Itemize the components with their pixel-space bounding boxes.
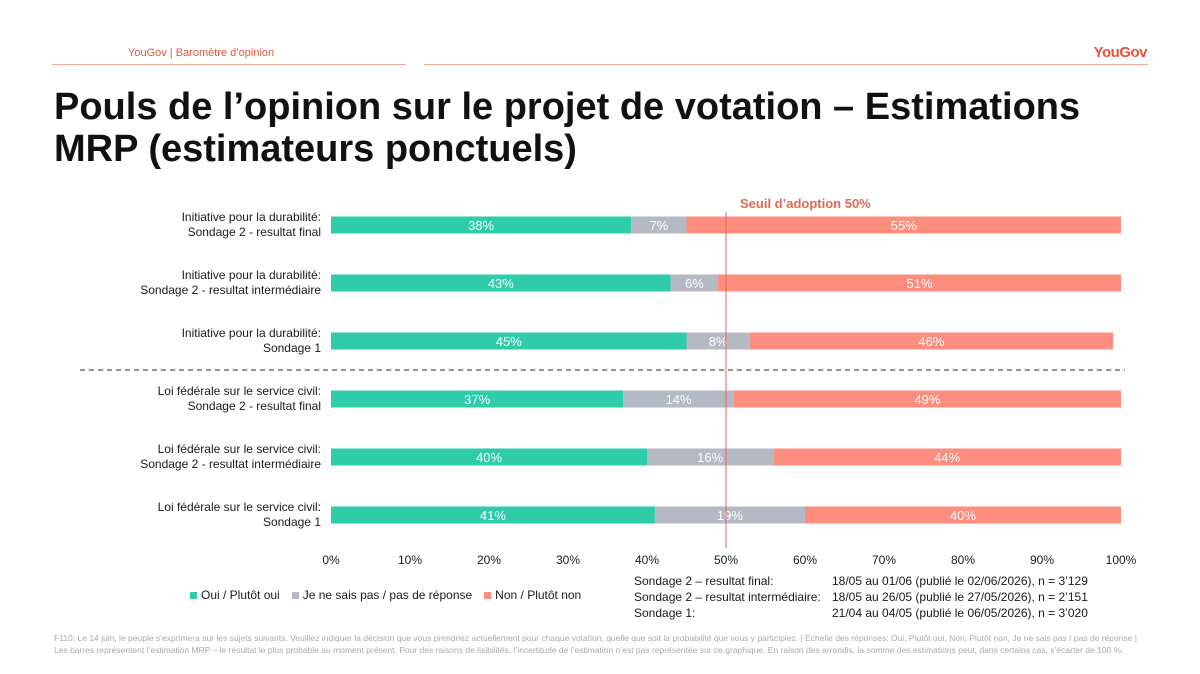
page-title: Pouls de l’opinion sur le projet de vota… — [54, 86, 1081, 170]
bar-segment-non — [686, 216, 1121, 234]
bar-segment-oui — [331, 506, 655, 524]
row-label: Initiative pour la durabilité: Sondage 1 — [21, 326, 321, 356]
row-label-line: Loi fédérale sur le service civil: — [157, 500, 321, 514]
bar-data-label: 46% — [918, 334, 944, 349]
x-tick-label: 90% — [1030, 553, 1054, 567]
x-tick-label: 40% — [635, 553, 659, 567]
bar-data-label: 51% — [907, 276, 933, 291]
bar-data-label: 6% — [685, 276, 704, 291]
x-tick-label: 50% — [714, 553, 738, 567]
bar-segment-nsp — [654, 506, 805, 524]
row-label-line: Loi fédérale sur le service civil: — [157, 384, 321, 398]
header-divider-left — [52, 64, 406, 65]
survey-note-row: Sondage 2 – resultat final: 18/05 au 01/… — [634, 573, 1088, 589]
bar-data-label: 14% — [666, 392, 692, 407]
bar-segment-non — [718, 274, 1121, 292]
bar-data-label: 49% — [914, 392, 940, 407]
row-label-line: Sondage 1 — [262, 341, 321, 355]
bar-segment-oui — [331, 216, 632, 234]
survey-note-label: Sondage 1: — [634, 606, 696, 620]
legend-item-nsp: Je ne sais pas / pas de réponse — [291, 588, 473, 602]
bar-segment-non — [733, 390, 1121, 408]
bar-data-label: 40% — [950, 508, 976, 523]
row-label-line: Sondage 2 - resultat final — [187, 399, 321, 413]
legend-item-non: Non / Plutôt non — [484, 588, 581, 602]
row-label-line: Sondage 2 - resultat intermédiaire — [140, 283, 321, 297]
row-label-line: Sondage 2 - resultat intermédiaire — [140, 457, 321, 471]
header-divider-right — [424, 64, 1148, 65]
bar-segment-non — [749, 332, 1114, 350]
x-tick-label: 30% — [556, 553, 580, 567]
bar-segment-nsp — [623, 390, 734, 408]
bar-segment-nsp — [686, 332, 750, 350]
x-tick-label: 80% — [951, 553, 975, 567]
bar-segment-oui — [331, 274, 671, 292]
survey-note-row: Sondage 1: 21/04 au 04/05 (publié le 06/… — [634, 605, 1088, 621]
bar-segment-oui — [331, 448, 647, 466]
row-label-line: Initiative pour la durabilité: — [181, 268, 321, 282]
threshold-label: Seuil d’adoption 50% — [740, 196, 871, 211]
row-label: Loi fédérale sur le service civil: Sondag… — [21, 384, 321, 414]
legend-item-oui: Oui / Plutôt oui — [190, 588, 280, 602]
legend: Oui / Plutôt oui Je ne sais pas / pas de… — [190, 588, 581, 602]
x-tick-label: 10% — [398, 553, 422, 567]
footnote: F110: Le 14 juin, le peuple s’exprimera … — [54, 633, 1137, 655]
bar-data-label: 16% — [697, 450, 723, 465]
bar-segment-oui — [331, 332, 687, 350]
survey-note-label: Sondage 2 – resultat final: — [634, 574, 774, 588]
survey-notes: Sondage 2 – resultat final: 18/05 au 01/… — [634, 573, 1088, 621]
x-tick-label: 60% — [793, 553, 817, 567]
bar-segment-non — [773, 448, 1121, 466]
row-label-line: Loi fédérale sur le service civil: — [157, 442, 321, 456]
x-tick-label: 20% — [477, 553, 501, 567]
survey-note-value: 18/05 au 01/06 (publié le 02/06/2026), n… — [832, 574, 1088, 588]
x-tick-label: 70% — [872, 553, 896, 567]
bar-data-label: 45% — [496, 334, 522, 349]
header-brand-text: YouGov | Baromètre d’opinion — [128, 47, 275, 59]
survey-note-value: 18/05 au 26/05 (publié le 27/05/2026), n… — [832, 590, 1088, 604]
legend-label-nsp: Je ne sais pas / pas de réponse — [302, 588, 473, 602]
bar-data-label: 55% — [891, 218, 917, 233]
legend-label-oui: Oui / Plutôt oui — [201, 588, 280, 602]
bar-data-label: 38% — [468, 218, 494, 233]
row-label: Loi fédérale sur le service civil: Sondag… — [21, 442, 321, 472]
row-label: Loi fédérale sur le service civil: Sondag… — [21, 500, 321, 530]
legend-label-non: Non / Plutôt non — [495, 588, 582, 602]
survey-note-label: Sondage 2 – resultat intermédiaire: — [634, 590, 821, 604]
survey-note-row: Sondage 2 – resultat intermédiaire: 18/0… — [634, 589, 1088, 605]
bar-data-label: 8% — [709, 334, 728, 349]
row-label-line: Sondage 2 - resultat final — [187, 225, 321, 239]
bar-data-label: 40% — [476, 450, 502, 465]
row-label: Initiative pour la durabilité: Sondage 2 … — [21, 268, 321, 298]
bar-data-label: 37% — [464, 392, 490, 407]
row-label-line: Initiative pour la durabilité: — [181, 326, 321, 340]
bar-segment-nsp — [670, 274, 719, 292]
yougov-logo: YouGov — [1093, 44, 1148, 61]
row-label-line: Initiative pour la durabilité: — [181, 210, 321, 224]
bar-data-label: 41% — [480, 508, 506, 523]
legend-swatch-nsp — [291, 591, 299, 599]
bar-data-label: 43% — [488, 276, 514, 291]
bar-data-label: 19% — [717, 508, 743, 523]
x-tick-label: 0% — [322, 553, 340, 567]
bar-segment-oui — [331, 390, 624, 408]
x-tick-label: 100% — [1106, 553, 1137, 567]
row-label-line: Sondage 1 — [262, 515, 321, 529]
legend-swatch-non — [484, 591, 492, 599]
bar-segment-nsp — [631, 216, 687, 234]
legend-swatch-oui — [190, 591, 197, 599]
bar-data-label: 7% — [649, 218, 668, 233]
row-label: Initiative pour la durabilité: Sondage 2 … — [21, 210, 321, 240]
bar-data-label: 44% — [934, 450, 960, 465]
bar-segment-non — [805, 506, 1121, 524]
survey-note-value: 21/04 au 04/05 (publié le 06/05/2026), n… — [832, 606, 1088, 620]
bar-segment-nsp — [647, 448, 774, 466]
